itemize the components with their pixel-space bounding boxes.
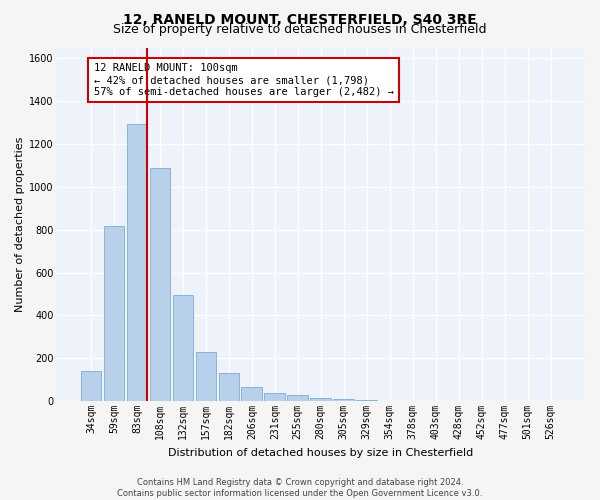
Text: Contains HM Land Registry data © Crown copyright and database right 2024.
Contai: Contains HM Land Registry data © Crown c…: [118, 478, 482, 498]
Bar: [356, 400, 377, 401]
Bar: [104, 226, 124, 401]
X-axis label: Distribution of detached houses by size in Chesterfield: Distribution of detached houses by size …: [168, 448, 473, 458]
Bar: [173, 295, 193, 401]
Text: 12, RANELD MOUNT, CHESTERFIELD, S40 3RE: 12, RANELD MOUNT, CHESTERFIELD, S40 3RE: [123, 12, 477, 26]
Bar: [287, 396, 308, 401]
Bar: [196, 352, 216, 401]
Text: Size of property relative to detached houses in Chesterfield: Size of property relative to detached ho…: [113, 22, 487, 36]
Y-axis label: Number of detached properties: Number of detached properties: [15, 136, 25, 312]
Bar: [80, 371, 101, 401]
Bar: [149, 168, 170, 401]
Bar: [310, 398, 331, 401]
Bar: [218, 374, 239, 401]
Bar: [127, 124, 147, 401]
Bar: [334, 399, 354, 401]
Bar: [241, 387, 262, 401]
Text: 12 RANELD MOUNT: 100sqm
← 42% of detached houses are smaller (1,798)
57% of semi: 12 RANELD MOUNT: 100sqm ← 42% of detache…: [94, 64, 394, 96]
Bar: [265, 393, 285, 401]
